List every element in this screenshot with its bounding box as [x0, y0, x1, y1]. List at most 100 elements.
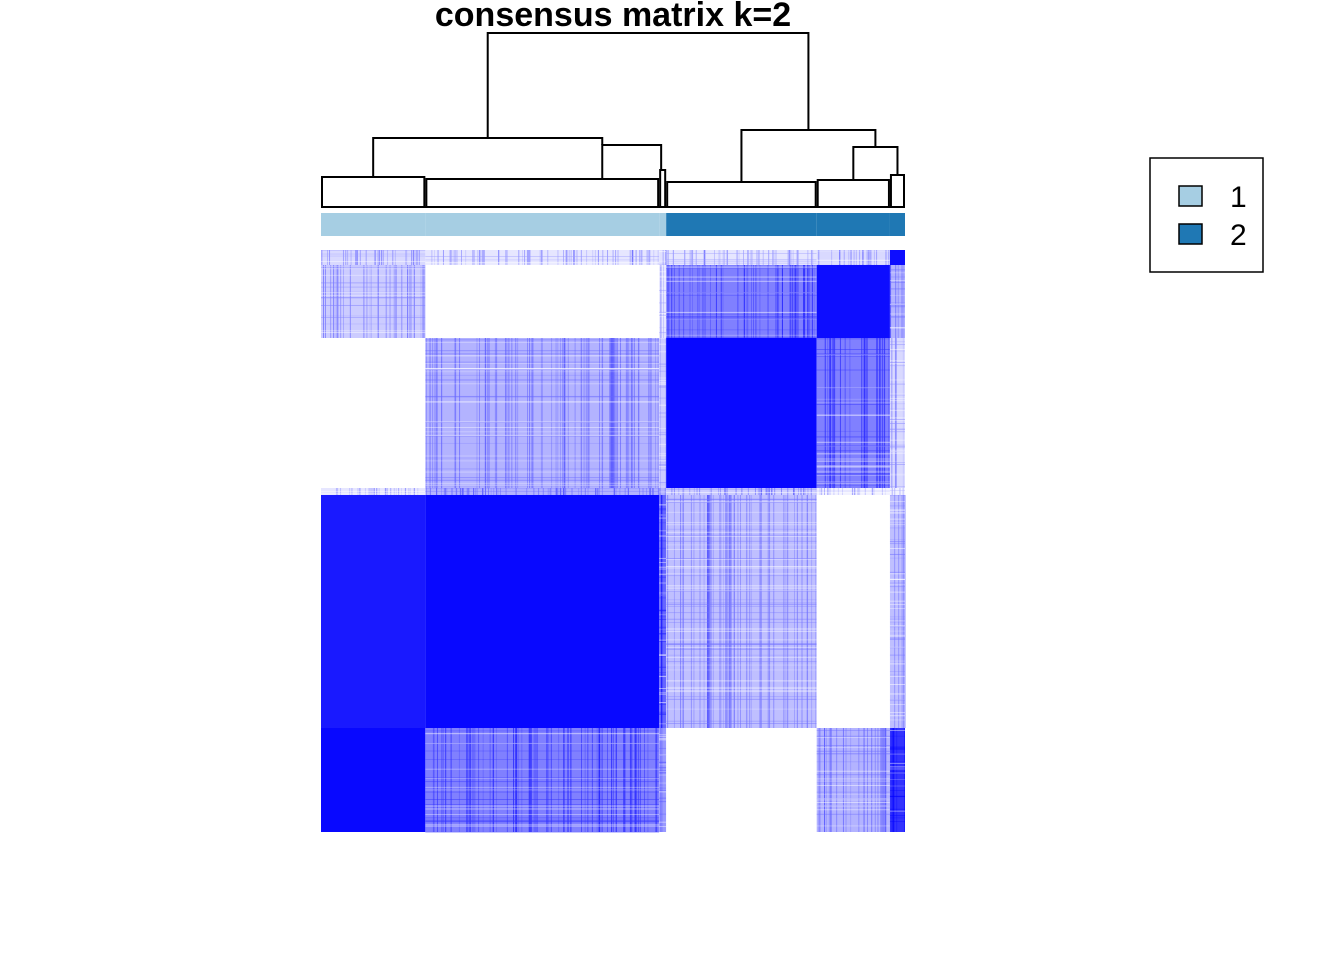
- heatmap-streak: [816, 761, 890, 763]
- heatmap-streak: [666, 690, 817, 692]
- heatmap-streak: [666, 687, 817, 689]
- heatmap-streak: [720, 495, 722, 728]
- heatmap-streak: [816, 465, 890, 467]
- heatmap-streak: [449, 250, 451, 265]
- heatmap-streak: [425, 434, 660, 436]
- heatmap-streak: [637, 728, 639, 832]
- heatmap-streak: [644, 728, 645, 832]
- heatmap-streak: [321, 297, 426, 299]
- heatmap-streak: [666, 605, 817, 607]
- heatmap-streak: [321, 317, 426, 318]
- heatmap-streak: [659, 739, 667, 741]
- heatmap-block-f-e: [816, 250, 890, 265]
- heatmap-streak: [472, 250, 473, 265]
- heatmap-streak: [666, 280, 817, 282]
- heatmap-streak: [321, 315, 426, 317]
- heatmap-streak: [601, 338, 603, 488]
- heatmap-streak: [659, 271, 667, 273]
- heatmap-streak: [889, 394, 905, 396]
- heatmap-streak: [889, 428, 905, 430]
- heatmap-streak: [357, 488, 359, 495]
- heatmap-streak: [902, 488, 904, 495]
- heatmap-streak: [401, 265, 403, 338]
- heatmap-streak: [889, 557, 905, 559]
- heatmap-streak: [865, 338, 867, 488]
- heatmap-streak: [332, 265, 334, 338]
- heatmap-streak: [406, 250, 408, 265]
- heatmap-streak: [889, 693, 905, 695]
- heatmap-streak: [659, 767, 667, 769]
- heatmap-block-d-a: [321, 338, 426, 488]
- heatmap-streak: [666, 263, 817, 264]
- heatmap-streak: [616, 338, 618, 488]
- heatmap-streak: [585, 338, 587, 488]
- heatmap-streak: [412, 250, 414, 265]
- heatmap-streak: [889, 431, 905, 433]
- heatmap-streak: [329, 250, 331, 265]
- heatmap-streak: [506, 338, 508, 488]
- heatmap-streak: [321, 291, 426, 293]
- heatmap-streak: [903, 728, 905, 832]
- heatmap-streak: [896, 728, 898, 832]
- heatmap-streak: [425, 350, 660, 352]
- heatmap-streak: [563, 728, 565, 832]
- heatmap-streak: [816, 473, 890, 475]
- heatmap-streak: [889, 501, 905, 502]
- heatmap-streak: [602, 250, 604, 265]
- heatmap-streak: [455, 488, 457, 495]
- heatmap-streak: [659, 275, 667, 277]
- heatmap-streak: [567, 338, 569, 488]
- heatmap-streak: [425, 781, 660, 783]
- heatmap-streak: [659, 460, 667, 462]
- heatmap-streak: [666, 501, 817, 503]
- heatmap-streak: [816, 461, 890, 462]
- heatmap-streak: [624, 728, 626, 832]
- heatmap-streak: [807, 265, 809, 338]
- heatmap-streak: [726, 250, 728, 265]
- heatmap-block-c-e: [816, 488, 890, 495]
- heatmap-streak: [666, 314, 817, 315]
- heatmap-streak: [377, 265, 379, 338]
- heatmap-streak: [889, 796, 905, 798]
- heatmap-streak: [816, 349, 890, 351]
- heatmap-streak: [614, 488, 616, 495]
- heatmap-streak: [425, 401, 660, 403]
- heatmap-streak: [889, 712, 905, 714]
- heatmap-streak: [657, 250, 659, 265]
- heatmap-streak: [659, 582, 667, 584]
- heatmap-streak: [827, 338, 829, 488]
- legend-label-class-1: 1: [1230, 181, 1247, 214]
- heatmap-streak: [894, 338, 896, 488]
- heatmap-streak: [864, 488, 866, 495]
- heatmap-streak: [697, 265, 699, 338]
- heatmap-streak: [889, 753, 905, 755]
- heatmap-streak: [761, 495, 762, 728]
- heatmap-streak: [477, 250, 479, 265]
- heatmap-streak: [567, 728, 569, 832]
- heatmap-streak: [816, 770, 890, 772]
- heatmap-streak: [827, 488, 828, 495]
- heatmap-streak: [429, 338, 431, 488]
- heatmap-streak: [429, 488, 431, 495]
- heatmap-texture-a-e: [816, 728, 890, 832]
- heatmap-streak: [889, 512, 905, 514]
- heatmap-streak: [609, 338, 611, 488]
- heatmap-streak: [666, 316, 817, 318]
- heatmap-streak: [816, 471, 890, 473]
- heatmap-streak: [425, 259, 660, 261]
- heatmap-streak: [498, 250, 500, 265]
- heatmap-streak: [889, 508, 905, 510]
- heatmap-streak: [684, 250, 686, 265]
- heatmap-streak: [659, 381, 667, 383]
- heatmap-streak: [659, 264, 667, 266]
- heatmap-streak: [666, 567, 817, 569]
- heatmap-streak: [655, 728, 657, 832]
- heatmap-streak: [816, 735, 890, 737]
- heatmap-block-b-f: [889, 495, 905, 728]
- heatmap-streak: [659, 618, 667, 620]
- heatmap-streak: [659, 712, 667, 714]
- heatmap-streak: [816, 753, 890, 755]
- heatmap-streak: [750, 250, 752, 265]
- heatmap-streak: [650, 488, 652, 495]
- heatmap-streak: [425, 479, 660, 481]
